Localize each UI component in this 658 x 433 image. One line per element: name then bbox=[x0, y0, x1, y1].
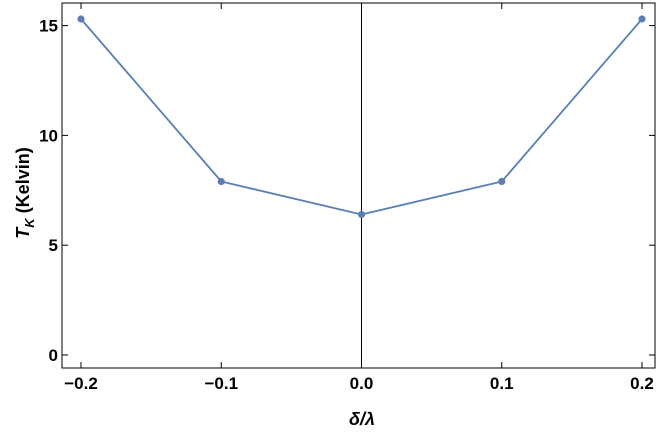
x-tick-label: −0.2 bbox=[64, 374, 98, 393]
y-axis-label: TK (Kelvin) bbox=[13, 147, 37, 238]
y-tick-label: 15 bbox=[39, 17, 58, 36]
x-tick-label: 0.2 bbox=[630, 374, 654, 393]
y-tick-label: 10 bbox=[39, 126, 58, 145]
x-tick-label: 0.0 bbox=[350, 374, 374, 393]
y-axis-label-subscript: K bbox=[22, 217, 37, 228]
x-tick-label: −0.1 bbox=[204, 374, 238, 393]
y-tick-label: 0 bbox=[49, 346, 58, 365]
y-axis-label-unit: (Kelvin) bbox=[13, 147, 33, 218]
y-tick-label: 5 bbox=[49, 236, 58, 255]
data-point bbox=[357, 210, 366, 219]
plot-frame bbox=[61, 2, 656, 369]
data-point bbox=[498, 177, 506, 186]
data-point bbox=[217, 177, 225, 186]
x-axis-label: δ/λ bbox=[349, 409, 375, 429]
y-axis-label-symbol: T bbox=[13, 226, 33, 239]
data-point bbox=[77, 15, 85, 23]
y-ticks: 0 5 10 15 bbox=[39, 17, 655, 365]
x-ticks: −0.2 −0.1 0.0 0.1 0.2 bbox=[64, 3, 654, 393]
data-point bbox=[638, 15, 646, 23]
series-layer bbox=[77, 15, 646, 219]
x-tick-label: 0.1 bbox=[490, 374, 514, 393]
